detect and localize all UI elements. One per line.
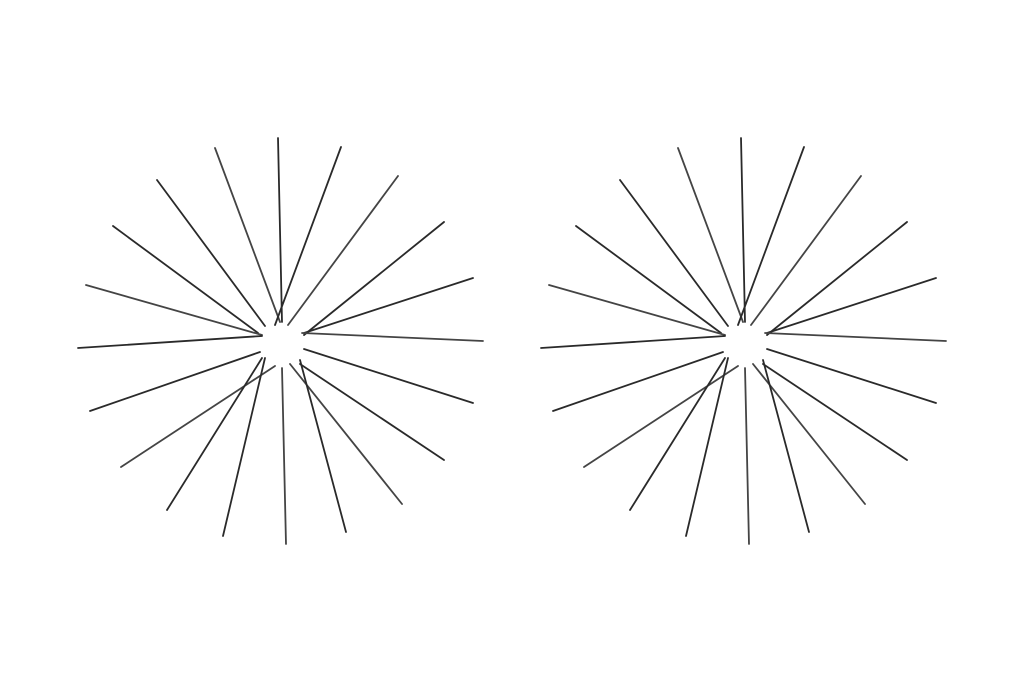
starburst-ray (222, 357, 266, 537)
starburst-ray (762, 363, 908, 461)
starburst-ray (744, 367, 750, 545)
starburst-ray (112, 225, 259, 334)
starburst-ray (583, 365, 739, 468)
starburst-ray (540, 335, 726, 349)
starburst-ray (752, 363, 866, 505)
starburst-ray (303, 348, 474, 404)
starburst-ray (289, 363, 403, 505)
starburst-ray (156, 179, 266, 327)
starburst-ray (552, 351, 724, 412)
starburst-ray (277, 137, 283, 323)
starburst-ray (89, 351, 261, 412)
starburst-ray (299, 359, 347, 533)
starburst-ray (619, 179, 729, 327)
starburst-ray (548, 284, 726, 336)
starburst-ray (766, 348, 937, 404)
starburst-ray (685, 357, 729, 537)
starburst-ray (575, 225, 722, 334)
starburst-ray (303, 221, 445, 336)
starburst-ray (740, 137, 746, 323)
starburst-ray (274, 146, 342, 326)
starburst-ray (299, 363, 445, 461)
starburst-ray (762, 359, 810, 533)
starburst-ray (85, 284, 263, 336)
starburst-ray (214, 147, 281, 323)
starburst-ray (166, 357, 263, 511)
starburst-ray (77, 335, 263, 349)
starburst-ray (287, 175, 399, 326)
starburst-ray (281, 367, 287, 545)
starburst-right (540, 137, 947, 545)
starburst-ray (737, 146, 805, 326)
starburst-ray (750, 175, 862, 326)
starburst-ray (120, 365, 276, 468)
starburst-ray (301, 332, 484, 342)
starburst-ray (764, 332, 947, 342)
starburst-ray (677, 147, 744, 323)
starburst-ray (303, 277, 474, 334)
starburst-left (77, 137, 484, 545)
starburst-ray (629, 357, 726, 511)
starburst-ray (766, 277, 937, 334)
starburst-ray (766, 221, 908, 336)
